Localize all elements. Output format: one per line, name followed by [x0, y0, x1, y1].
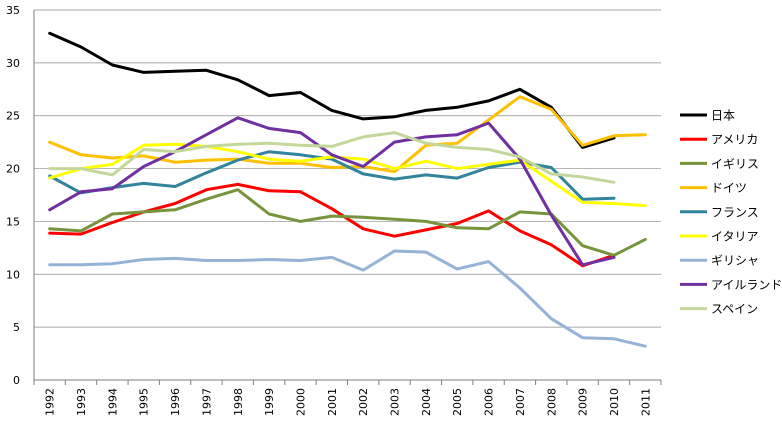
- gridlines: [34, 9, 661, 328]
- series-line-6: [48, 249, 647, 348]
- y-tick-label: 30: [6, 57, 20, 70]
- y-tick-label: 15: [6, 215, 20, 228]
- legend-label-0: 日本: [711, 109, 735, 123]
- x-tick-label: 2005: [451, 388, 464, 416]
- series-line-1: [48, 182, 616, 268]
- x-tick-label: 2008: [545, 388, 558, 416]
- series-line-8: [48, 131, 616, 184]
- x-tick-label: 2000: [294, 388, 307, 416]
- x-tick-label: 2009: [577, 388, 590, 416]
- series-line-0: [48, 31, 616, 149]
- x-tick-label: 1995: [138, 388, 151, 416]
- x-tick-label: 2011: [639, 388, 652, 416]
- x-tick-label: 2001: [326, 388, 339, 416]
- x-tick-label: 1993: [75, 388, 88, 416]
- series-line-7: [48, 116, 616, 267]
- y-tick-label: 10: [6, 268, 20, 281]
- legend-label-2: イギリス: [711, 157, 759, 171]
- series-lines: [48, 31, 647, 348]
- legend-label-8: スペイン: [711, 302, 758, 316]
- series-line-2: [48, 188, 647, 257]
- x-tick-label: 2010: [608, 388, 621, 416]
- x-tick-label: 2002: [357, 388, 370, 416]
- x-tick-label: 2007: [514, 388, 527, 416]
- legend-label-3: ドイツ: [711, 181, 747, 195]
- y-tick-label: 0: [13, 374, 20, 387]
- legend-label-7: アイルランド: [711, 278, 782, 292]
- x-tick-label: 1997: [200, 388, 213, 416]
- x-tick-label: 1992: [44, 388, 57, 416]
- legend-label-1: アメリカ: [711, 133, 758, 147]
- series-line-4: [48, 150, 616, 201]
- series-line-5: [48, 142, 647, 208]
- x-tick-label: 1998: [232, 388, 245, 416]
- x-tick-label: 2004: [420, 388, 433, 416]
- y-tick-label: 35: [6, 4, 20, 17]
- y-tick-label: 25: [6, 110, 20, 123]
- legend-label-6: ギリシャ: [711, 254, 759, 268]
- y-tick-label: 5: [13, 321, 20, 334]
- x-tick-label: 1996: [169, 388, 182, 416]
- legend-label-4: フランス: [711, 205, 759, 219]
- y-tick-label: 20: [6, 163, 20, 176]
- x-tick-label: 2003: [389, 388, 402, 416]
- legend-label-5: イタリア: [711, 230, 759, 244]
- axes: 0 5 10 15 20 25 30 35 1992 1993 1994 1995 1996 1997 19…: [6, 4, 662, 416]
- x-tick-label: 2006: [483, 388, 496, 416]
- x-tick-label: 1994: [106, 388, 119, 416]
- x-tick-label: 1999: [263, 388, 276, 416]
